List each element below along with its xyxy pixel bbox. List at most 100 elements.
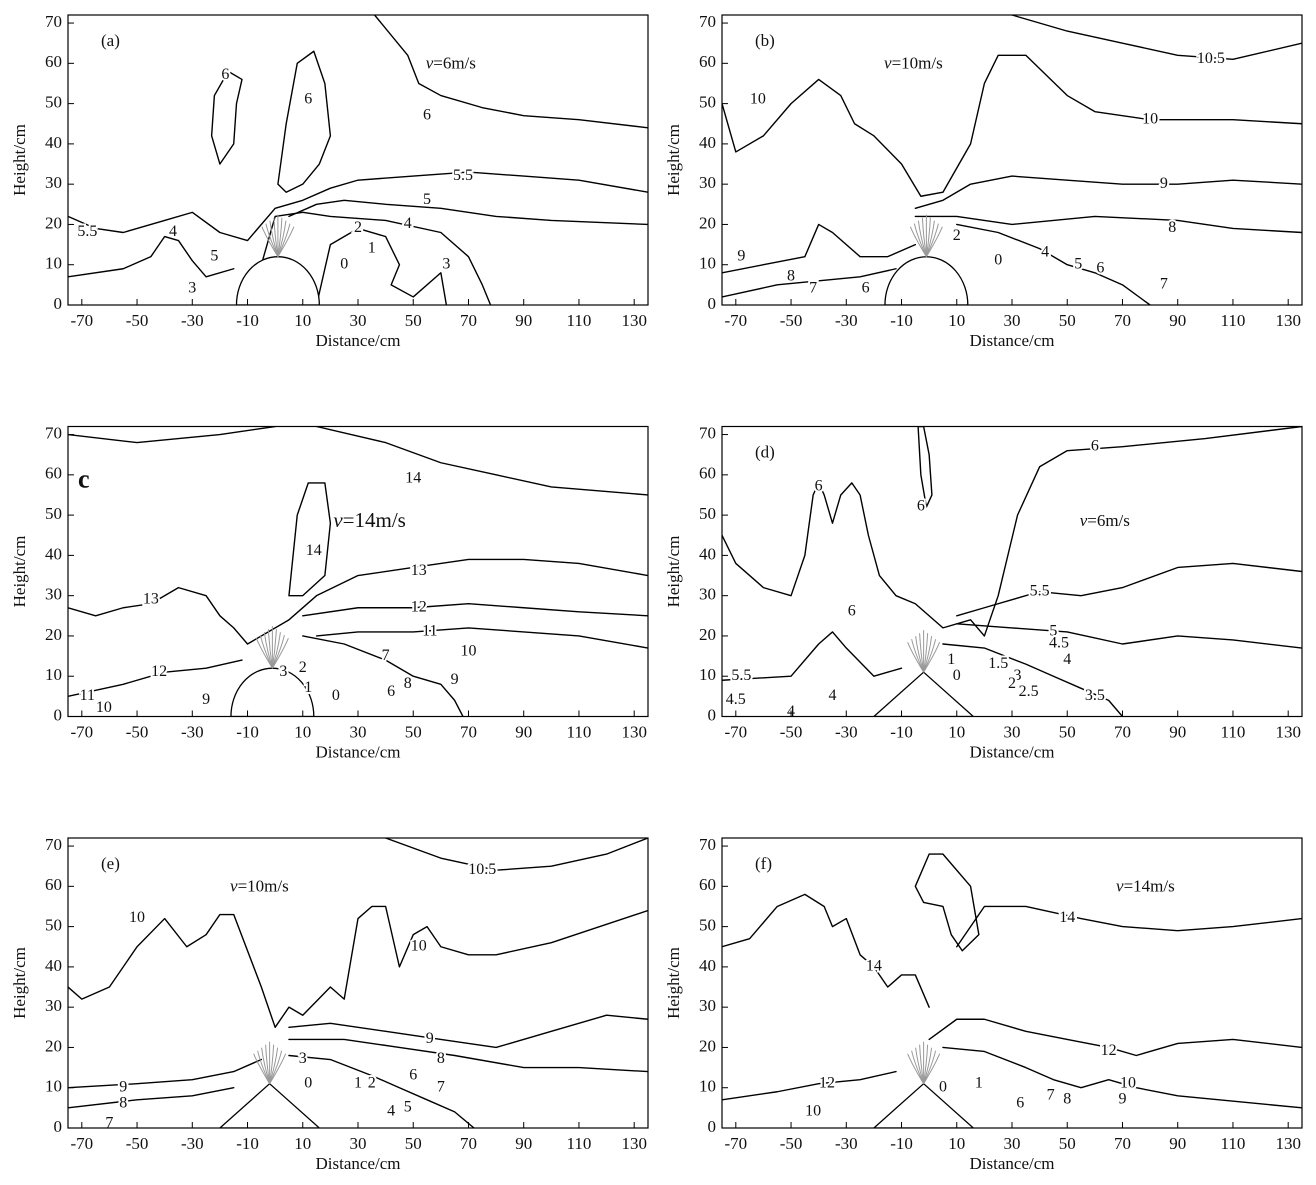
y-tick-label: 50 (699, 504, 716, 523)
x-tick-label: -10 (890, 1134, 913, 1153)
x-tick-label: 90 (1169, 1134, 1186, 1153)
contour-label: 4.5 (726, 691, 746, 708)
x-tick-label: 70 (1114, 722, 1131, 741)
y-tick-label: 70 (45, 835, 62, 854)
x-tick-label: -50 (126, 311, 149, 330)
x-tick-label: 30 (1004, 1134, 1021, 1153)
contour-label: 9 (1118, 1090, 1126, 1107)
contour-label: 10 (1142, 110, 1158, 127)
vegetation (923, 642, 941, 673)
x-tick-label: -50 (780, 722, 803, 741)
contour-line (373, 15, 648, 129)
contour-label: 0 (332, 687, 340, 704)
x-axis-label: Distance/cm (970, 1154, 1055, 1173)
contour-label: 10 (805, 1103, 821, 1120)
x-tick-label: 90 (515, 722, 532, 741)
contour-line (956, 905, 1302, 948)
contour-label: 4 (828, 687, 836, 704)
y-tick-label: 0 (54, 1117, 63, 1136)
contour-label: 7 (382, 647, 390, 664)
contour-line (1011, 15, 1302, 61)
contour-label: 9 (1160, 175, 1168, 192)
vegetation (271, 637, 289, 669)
obstacle (872, 1082, 975, 1128)
contour-label: 2 (368, 1074, 376, 1091)
x-tick-label: -30 (181, 1134, 204, 1153)
y-tick-label: 20 (699, 213, 716, 232)
y-tick-label: 50 (699, 916, 716, 935)
x-tick-label: 10 (294, 311, 311, 330)
y-tick-label: 0 (54, 294, 63, 313)
x-tick-label: 130 (1275, 311, 1301, 330)
contour-line (914, 215, 1302, 234)
x-tick-label: 70 (1114, 1134, 1131, 1153)
x-tick-label: 70 (460, 722, 477, 741)
annotation: v=14m/s (333, 508, 406, 532)
contour-label: 6 (1016, 1095, 1024, 1112)
annotation-text: =10m/s (238, 876, 289, 895)
contour-label: 4 (1041, 243, 1049, 260)
x-tick-label: 50 (1059, 722, 1076, 741)
x-tick-label: 30 (350, 311, 367, 330)
x-tick-label: -70 (724, 311, 747, 330)
x-tick-label: 110 (1221, 1134, 1246, 1153)
contour-label: 1 (947, 651, 955, 668)
contour-label: 13 (143, 590, 159, 607)
contour-label: 12 (819, 1074, 835, 1091)
contour-label: 6 (1096, 259, 1104, 276)
contour-line (722, 1070, 897, 1101)
y-tick-label: 40 (45, 544, 62, 563)
contour-line (302, 635, 464, 717)
contour-line (914, 853, 980, 952)
contour-line (928, 1018, 1302, 1057)
plot-frame (721, 837, 1303, 1129)
contour-label: 4 (387, 1103, 395, 1120)
annotation: v=10m/s (884, 53, 943, 72)
contour-line (942, 1046, 1302, 1109)
vegetation (277, 220, 287, 257)
obstacle (218, 1082, 321, 1128)
contour-label: 0 (994, 251, 1002, 268)
contour-label: 3.5 (1085, 687, 1105, 704)
y-tick-label: 60 (699, 875, 716, 894)
contour-label: 11 (80, 687, 95, 704)
y-axis-label: Height/cm (664, 947, 683, 1019)
contour-label: 0 (953, 667, 961, 684)
annotation: v=6m/s (1080, 511, 1130, 530)
vegetation (269, 1047, 279, 1084)
contour-label: 14 (405, 470, 421, 487)
y-tick-label: 0 (708, 294, 717, 313)
contour-label: 10.5 (468, 861, 496, 878)
y-tick-label: 30 (699, 996, 716, 1015)
y-tick-label: 50 (699, 93, 716, 112)
contour-line (722, 482, 986, 637)
y-tick-label: 30 (699, 585, 716, 604)
contour-label: 5 (210, 247, 218, 264)
contour-label: 14 (306, 542, 322, 559)
y-tick-label: 60 (699, 52, 716, 71)
contour-label: 6 (304, 90, 312, 107)
x-tick-label: 30 (1004, 311, 1021, 330)
x-tick-label: -70 (724, 722, 747, 741)
contour-label: 7 (1047, 1086, 1055, 1103)
contour-label: 8 (404, 675, 412, 692)
contour-label: 10 (129, 909, 145, 926)
y-tick-label: 10 (45, 665, 62, 684)
annotation-symbol: v (884, 53, 892, 72)
x-tick-label: 50 (1059, 1134, 1076, 1153)
contour-label: 8 (787, 267, 795, 284)
y-tick-label: 0 (708, 705, 717, 724)
contour-label: 2 (354, 219, 362, 236)
vegetation (923, 636, 933, 673)
y-tick-label: 10 (45, 254, 62, 273)
y-axis-label: Height/cm (664, 536, 683, 608)
y-tick-label: 20 (45, 625, 62, 644)
contour-line (722, 893, 930, 1008)
contour-label: 4.5 (1049, 635, 1069, 652)
annotation-text: =14m/s (343, 508, 406, 532)
contour-label: 5 (404, 1099, 412, 1116)
x-tick-label: 90 (515, 311, 532, 330)
y-tick-label: 70 (699, 12, 716, 31)
x-tick-label: -70 (70, 1134, 93, 1153)
